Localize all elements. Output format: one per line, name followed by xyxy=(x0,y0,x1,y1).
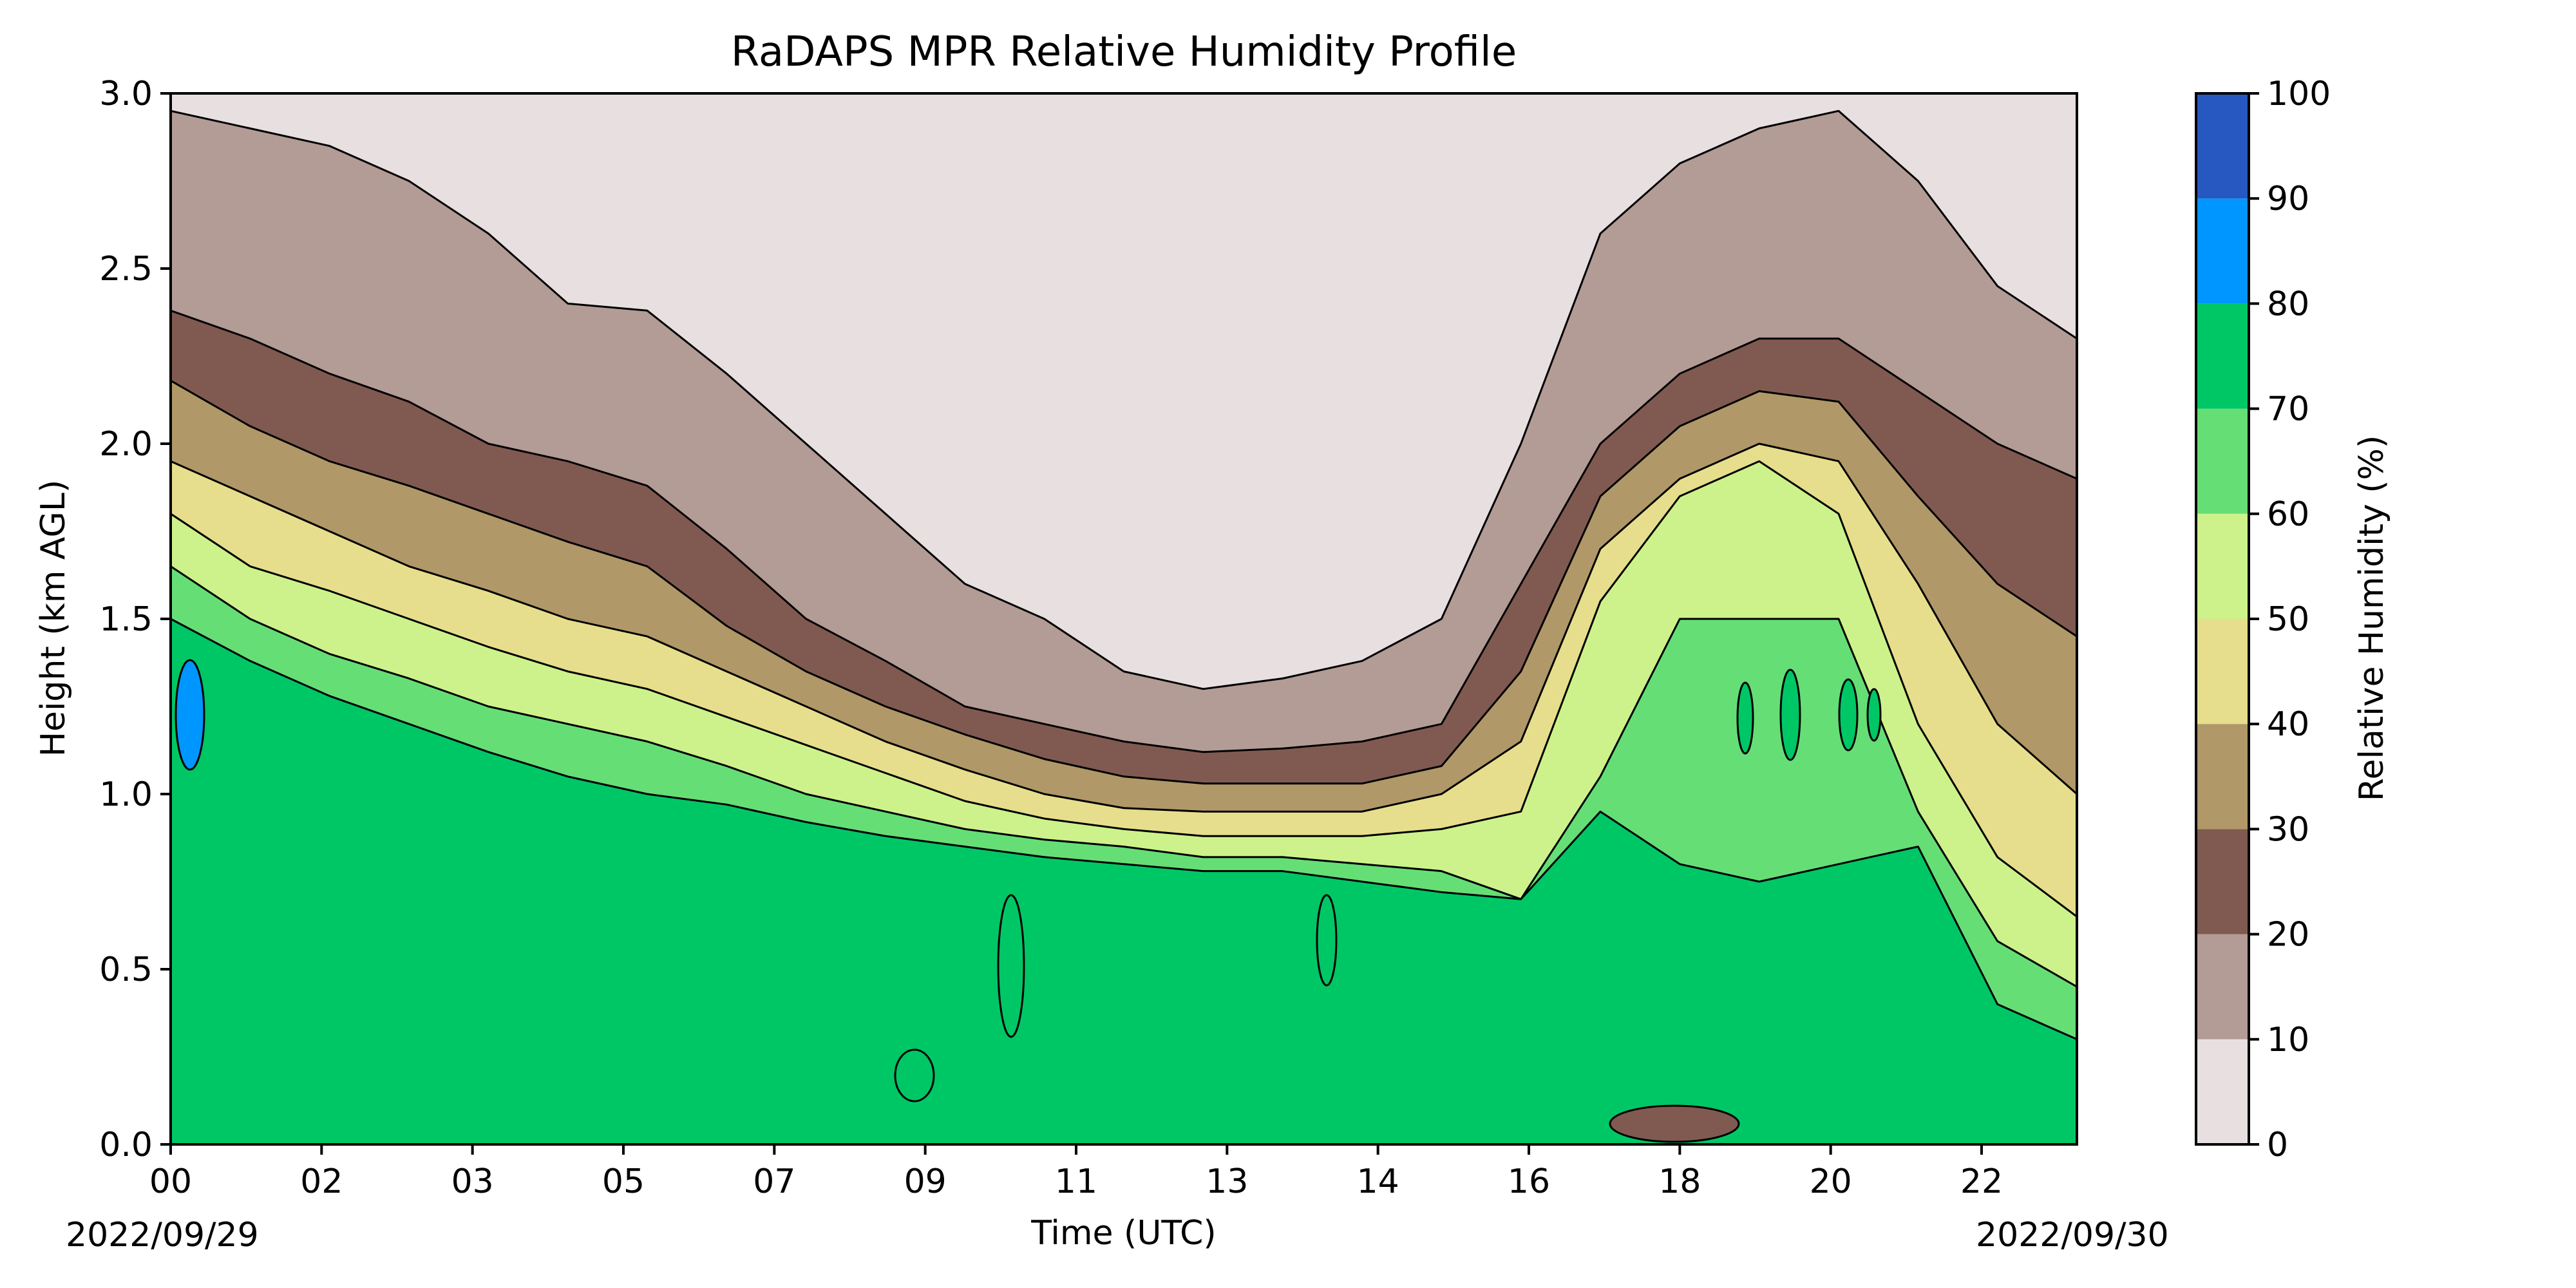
colorbar-swatch xyxy=(2196,513,2249,619)
moist-patch-70-2 xyxy=(1316,894,1338,987)
x-tick-label: 14 xyxy=(1357,1162,1399,1201)
y-tick-label: 3.0 xyxy=(99,75,153,113)
colorbar xyxy=(2196,93,2249,1144)
x-tick-label: 07 xyxy=(753,1162,795,1201)
colorbar-tick-label: 90 xyxy=(2267,180,2309,218)
x-tick-label: 02 xyxy=(300,1162,343,1201)
end-date-label: 2022/09/30 xyxy=(1976,1216,2169,1255)
colorbar-swatch xyxy=(2196,724,2249,829)
colorbar-tick-label: 20 xyxy=(2267,916,2309,954)
colorbar-tick-label: 40 xyxy=(2267,705,2309,744)
y-tick-label: 2.0 xyxy=(99,425,153,464)
x-tick-label: 22 xyxy=(1960,1162,2003,1201)
colorbar-swatch xyxy=(2196,198,2249,304)
colorbar-swatch xyxy=(2196,93,2249,199)
x-tick-label: 09 xyxy=(904,1162,947,1201)
colorbar-tick-label: 80 xyxy=(2267,285,2309,323)
moist-patch-70-4 xyxy=(1779,668,1801,761)
colorbar-ticks: 0 10 20 30 40 50 60 70 80 90 100 xyxy=(2249,75,2331,1164)
band-70-80 xyxy=(171,618,2077,1144)
colorbar-tick-label: 100 xyxy=(2267,75,2331,113)
x-tick-label: 20 xyxy=(1810,1162,1852,1201)
plot-area xyxy=(171,93,2077,1144)
y-tick-label: 1.5 xyxy=(99,600,153,639)
colorbar-swatch xyxy=(2196,934,2249,1039)
y-tick-label: 1.0 xyxy=(99,775,153,814)
colorbar-tick-label: 50 xyxy=(2267,600,2309,639)
moist-patch-70-6 xyxy=(1866,688,1882,742)
x-tick-label: 13 xyxy=(1206,1162,1248,1201)
moist-patch-70-5 xyxy=(1838,678,1859,752)
moist-patch-70-3 xyxy=(1736,681,1754,755)
colorbar-tick-label: 70 xyxy=(2267,390,2309,429)
y-tick-label: 2.5 xyxy=(99,250,153,289)
moist-patch-90 xyxy=(175,659,205,771)
dry-patch-20 xyxy=(1609,1104,1740,1143)
moist-patch-70-7 xyxy=(894,1048,935,1103)
x-tick-label: 16 xyxy=(1508,1162,1550,1201)
moist-patch-70-1 xyxy=(997,894,1025,1038)
colorbar-tick-label: 60 xyxy=(2267,495,2309,534)
y-axis-ticks: 0.0 0.5 1.0 1.5 2.0 2.5 3.0 xyxy=(99,75,171,1164)
colorbar-swatch xyxy=(2196,1039,2249,1144)
colorbar-tick-label: 0 xyxy=(2267,1126,2288,1164)
x-tick-label: 05 xyxy=(602,1162,645,1201)
colorbar-tick-label: 10 xyxy=(2267,1021,2309,1059)
x-axis-ticks: 00 02 03 05 07 09 11 13 14 16 18 20 22 xyxy=(149,1144,2003,1201)
chart-title: RaDAPS MPR Relative Humidity Profile xyxy=(731,28,1517,76)
colorbar-swatch xyxy=(2196,619,2249,724)
contour-bands xyxy=(171,93,2077,1144)
contour-features xyxy=(175,659,1882,1143)
colorbar-tick-label: 30 xyxy=(2267,810,2309,849)
start-date-label: 2022/09/29 xyxy=(66,1216,259,1255)
colorbar-swatch xyxy=(2196,408,2249,514)
colorbar-label: Relative Humidity (%) xyxy=(2353,435,2391,802)
y-tick-label: 0.0 xyxy=(99,1126,153,1164)
x-tick-label: 00 xyxy=(149,1162,192,1201)
colorbar-swatch xyxy=(2196,303,2249,409)
colorbar-swatch xyxy=(2196,829,2249,934)
x-tick-label: 18 xyxy=(1658,1162,1701,1201)
x-tick-label: 03 xyxy=(451,1162,494,1201)
y-axis-label: Height (km AGL) xyxy=(34,480,73,757)
x-axis-label: Time (UTC) xyxy=(1030,1214,1216,1253)
y-tick-label: 0.5 xyxy=(99,951,153,989)
x-tick-label: 11 xyxy=(1055,1162,1097,1201)
